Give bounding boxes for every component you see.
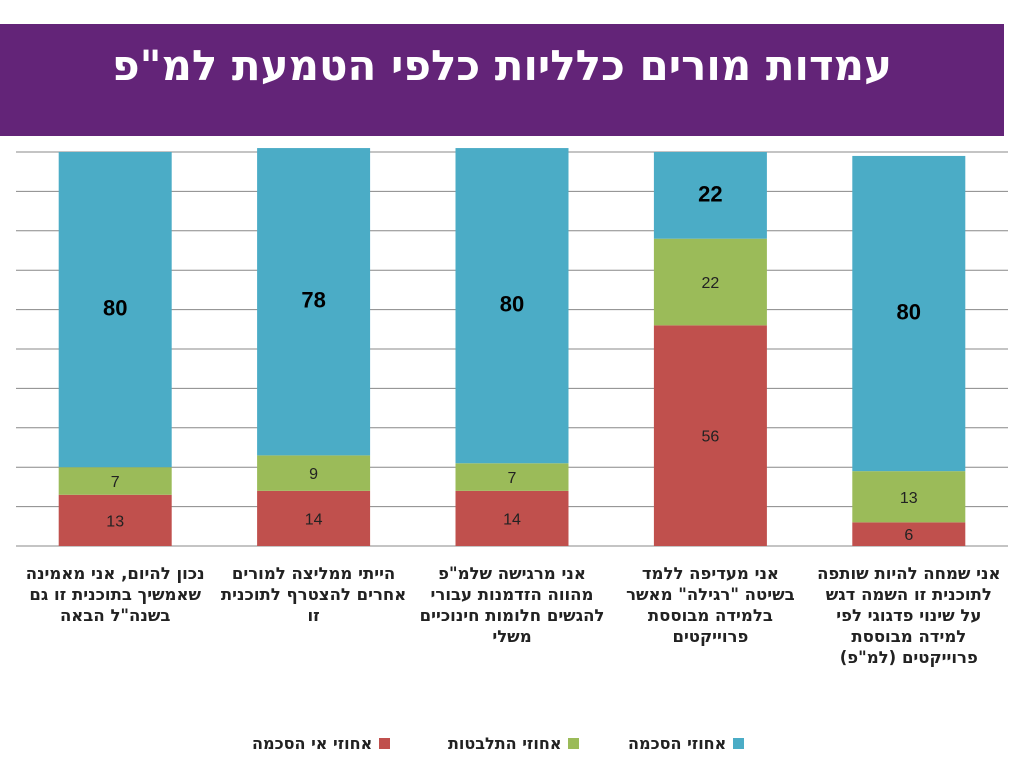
bar-segment-3-2: [653, 152, 767, 239]
category-label-2: אני מרגישה שלמ"פ מהווה הזדמנות עבורי להג…: [419, 564, 605, 646]
legend-swatch-agree: [733, 738, 745, 749]
bar-segment-2-1: [455, 463, 569, 491]
bar-segment-4-1: [852, 471, 966, 523]
legend-label-disagree: אחוזי אי הסכמה: [252, 734, 373, 753]
legend: אחוזי הסכמה אחוזי התלבטות אחוזי אי הסכמה: [0, 734, 1024, 756]
bar-segment-4-2: [852, 155, 966, 472]
bar-segment-0-0: [58, 494, 172, 546]
bar-segment-4-0: [852, 522, 966, 546]
data-label-0-2: 80: [103, 296, 127, 321]
bar-segment-3-1: [653, 238, 767, 326]
legend-item-agree: אחוזי הסכמה: [628, 734, 745, 753]
legend-swatch-neutral: [568, 738, 580, 749]
bar-segment-1-1: [257, 455, 371, 491]
data-label-1-0: 14: [305, 511, 323, 528]
data-label-4-0: 6: [904, 527, 913, 544]
data-label-1-2: 78: [301, 288, 325, 313]
data-label-2-2: 80: [500, 292, 524, 317]
bar-segment-2-2: [455, 148, 569, 464]
legend-label-neutral: אחוזי התלבטות: [448, 734, 562, 753]
data-label-3-1: 22: [702, 275, 720, 292]
bar-segment-3-0: [653, 325, 767, 546]
bar-segment-0-2: [58, 152, 172, 468]
data-label-4-2: 80: [897, 300, 921, 325]
legend-label-agree: אחוזי הסכמה: [628, 734, 727, 753]
data-label-4-1: 13: [900, 490, 918, 507]
bar-segment-1-0: [257, 490, 371, 546]
data-label-3-0: 56: [702, 429, 720, 446]
data-label-2-1: 7: [508, 470, 517, 487]
legend-item-neutral: אחוזי התלבטות: [448, 734, 580, 753]
category-label-1: הייתי ממליצה למורים אחרים להצטרף לתוכנית…: [220, 564, 407, 625]
bar-segment-0-1: [58, 467, 172, 495]
legend-item-disagree: אחוזי אי הסכמה: [252, 734, 391, 753]
legend-swatch-disagree: [379, 738, 391, 749]
data-label-0-0: 13: [106, 513, 124, 530]
data-label-3-2: 22: [698, 181, 722, 206]
data-label-0-1: 7: [111, 474, 120, 491]
data-label-1-1: 9: [309, 466, 318, 483]
category-label-3: אני מעדיפה ללמד בשיטה "רגילה" מאשר בלמיד…: [626, 564, 795, 646]
page-title: עמדות מורים כלליות כלפי הטמעת למ"פ: [112, 41, 892, 90]
bar-segment-1-2: [257, 148, 371, 456]
bar-segment-2-0: [455, 490, 569, 546]
category-label-0: נכון להיום, אני מאמינה שאמשיך בתוכנית זו…: [25, 564, 205, 625]
category-label-4: אני שמחה להיות שותפה לתוכנית זו השמה דגש…: [817, 564, 1001, 667]
data-label-2-0: 14: [503, 511, 521, 528]
title-bar: עמדות מורים כלליות כלפי הטמעת למ"פ: [0, 24, 1004, 136]
